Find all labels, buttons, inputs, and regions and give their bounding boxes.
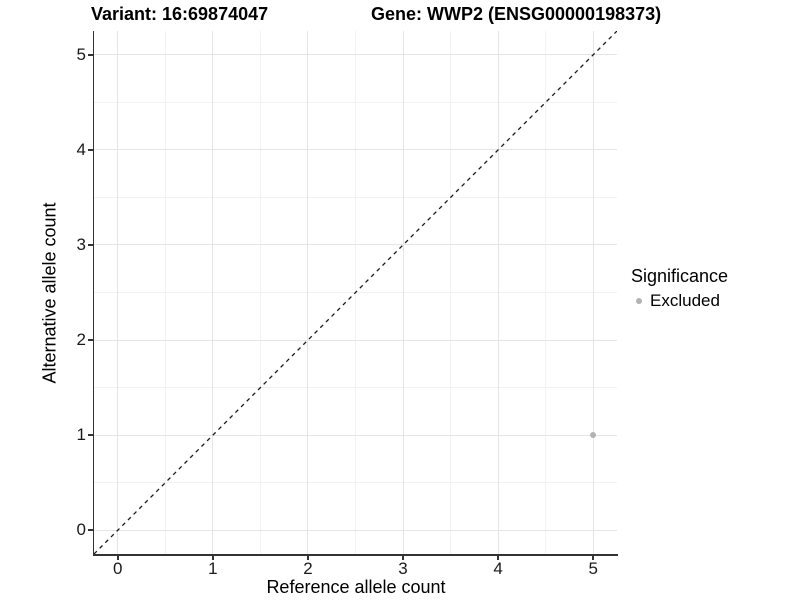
x-tick-label: 3	[398, 559, 408, 578]
gridline-major-v	[307, 31, 309, 554]
y-tick-mark	[88, 244, 93, 246]
y-tick-mark	[88, 339, 93, 341]
y-tick-label: 3	[76, 234, 86, 254]
legend: Significance Excluded	[631, 266, 728, 311]
x-tick-label: 5	[588, 559, 598, 578]
legend-key	[631, 293, 647, 309]
y-tick-mark	[88, 529, 93, 531]
y-tick-mark	[88, 434, 93, 436]
gene-title: Gene: WWP2 (ENSG00000198373)	[371, 4, 662, 24]
gridline-minor-h	[94, 196, 617, 198]
y-tick-label: 5	[76, 44, 86, 64]
y-tick-mark	[88, 149, 93, 151]
x-tick-mark	[402, 555, 404, 560]
y-tick-label: 0	[76, 520, 86, 540]
y-tick-label: 2	[76, 330, 86, 350]
x-axis-line	[92, 554, 618, 556]
y-axis-title: Alternative allele count	[39, 202, 60, 384]
identity-dashed-line	[94, 31, 617, 554]
x-tick-mark	[497, 555, 499, 560]
legend-point-icon	[636, 297, 642, 304]
x-axis-title: Reference allele count	[266, 577, 446, 597]
plot-panel	[94, 31, 617, 554]
gridline-major-h	[94, 54, 617, 56]
x-tick-mark	[307, 555, 309, 560]
gridline-major-h	[94, 529, 617, 531]
gridline-major-v	[117, 31, 119, 554]
y-axis-line	[92, 31, 94, 556]
gridline-major-v	[592, 31, 594, 554]
gridline-major-v	[402, 31, 404, 554]
gridline-major-h	[94, 149, 617, 151]
gridline-minor-h	[94, 482, 617, 484]
legend-item: Excluded	[631, 290, 728, 311]
x-tick-label: 0	[113, 559, 123, 578]
x-tick-mark	[592, 555, 594, 560]
y-tick-label: 1	[76, 425, 86, 445]
x-tick-mark	[212, 555, 214, 560]
y-tick-label: 4	[76, 139, 86, 159]
gridline-major-h	[94, 339, 617, 341]
gridline-major-h	[94, 244, 617, 246]
gridline-major-v	[212, 31, 214, 554]
x-tick-label: 1	[208, 559, 218, 578]
legend-item-label: Excluded	[650, 290, 720, 310]
x-tick-label: 2	[303, 559, 313, 578]
y-tick-mark	[88, 54, 93, 56]
data-point	[590, 432, 597, 439]
x-tick-label: 4	[493, 559, 503, 578]
gridline-major-v	[497, 31, 499, 554]
legend-title: Significance	[631, 266, 729, 286]
legend-items: Excluded	[631, 290, 728, 311]
variant-title: Variant: 16:69874047	[91, 4, 269, 24]
x-tick-mark	[117, 555, 119, 560]
gridline-minor-h	[94, 101, 617, 103]
gridline-minor-h	[94, 387, 617, 389]
gridline-major-h	[94, 434, 617, 436]
